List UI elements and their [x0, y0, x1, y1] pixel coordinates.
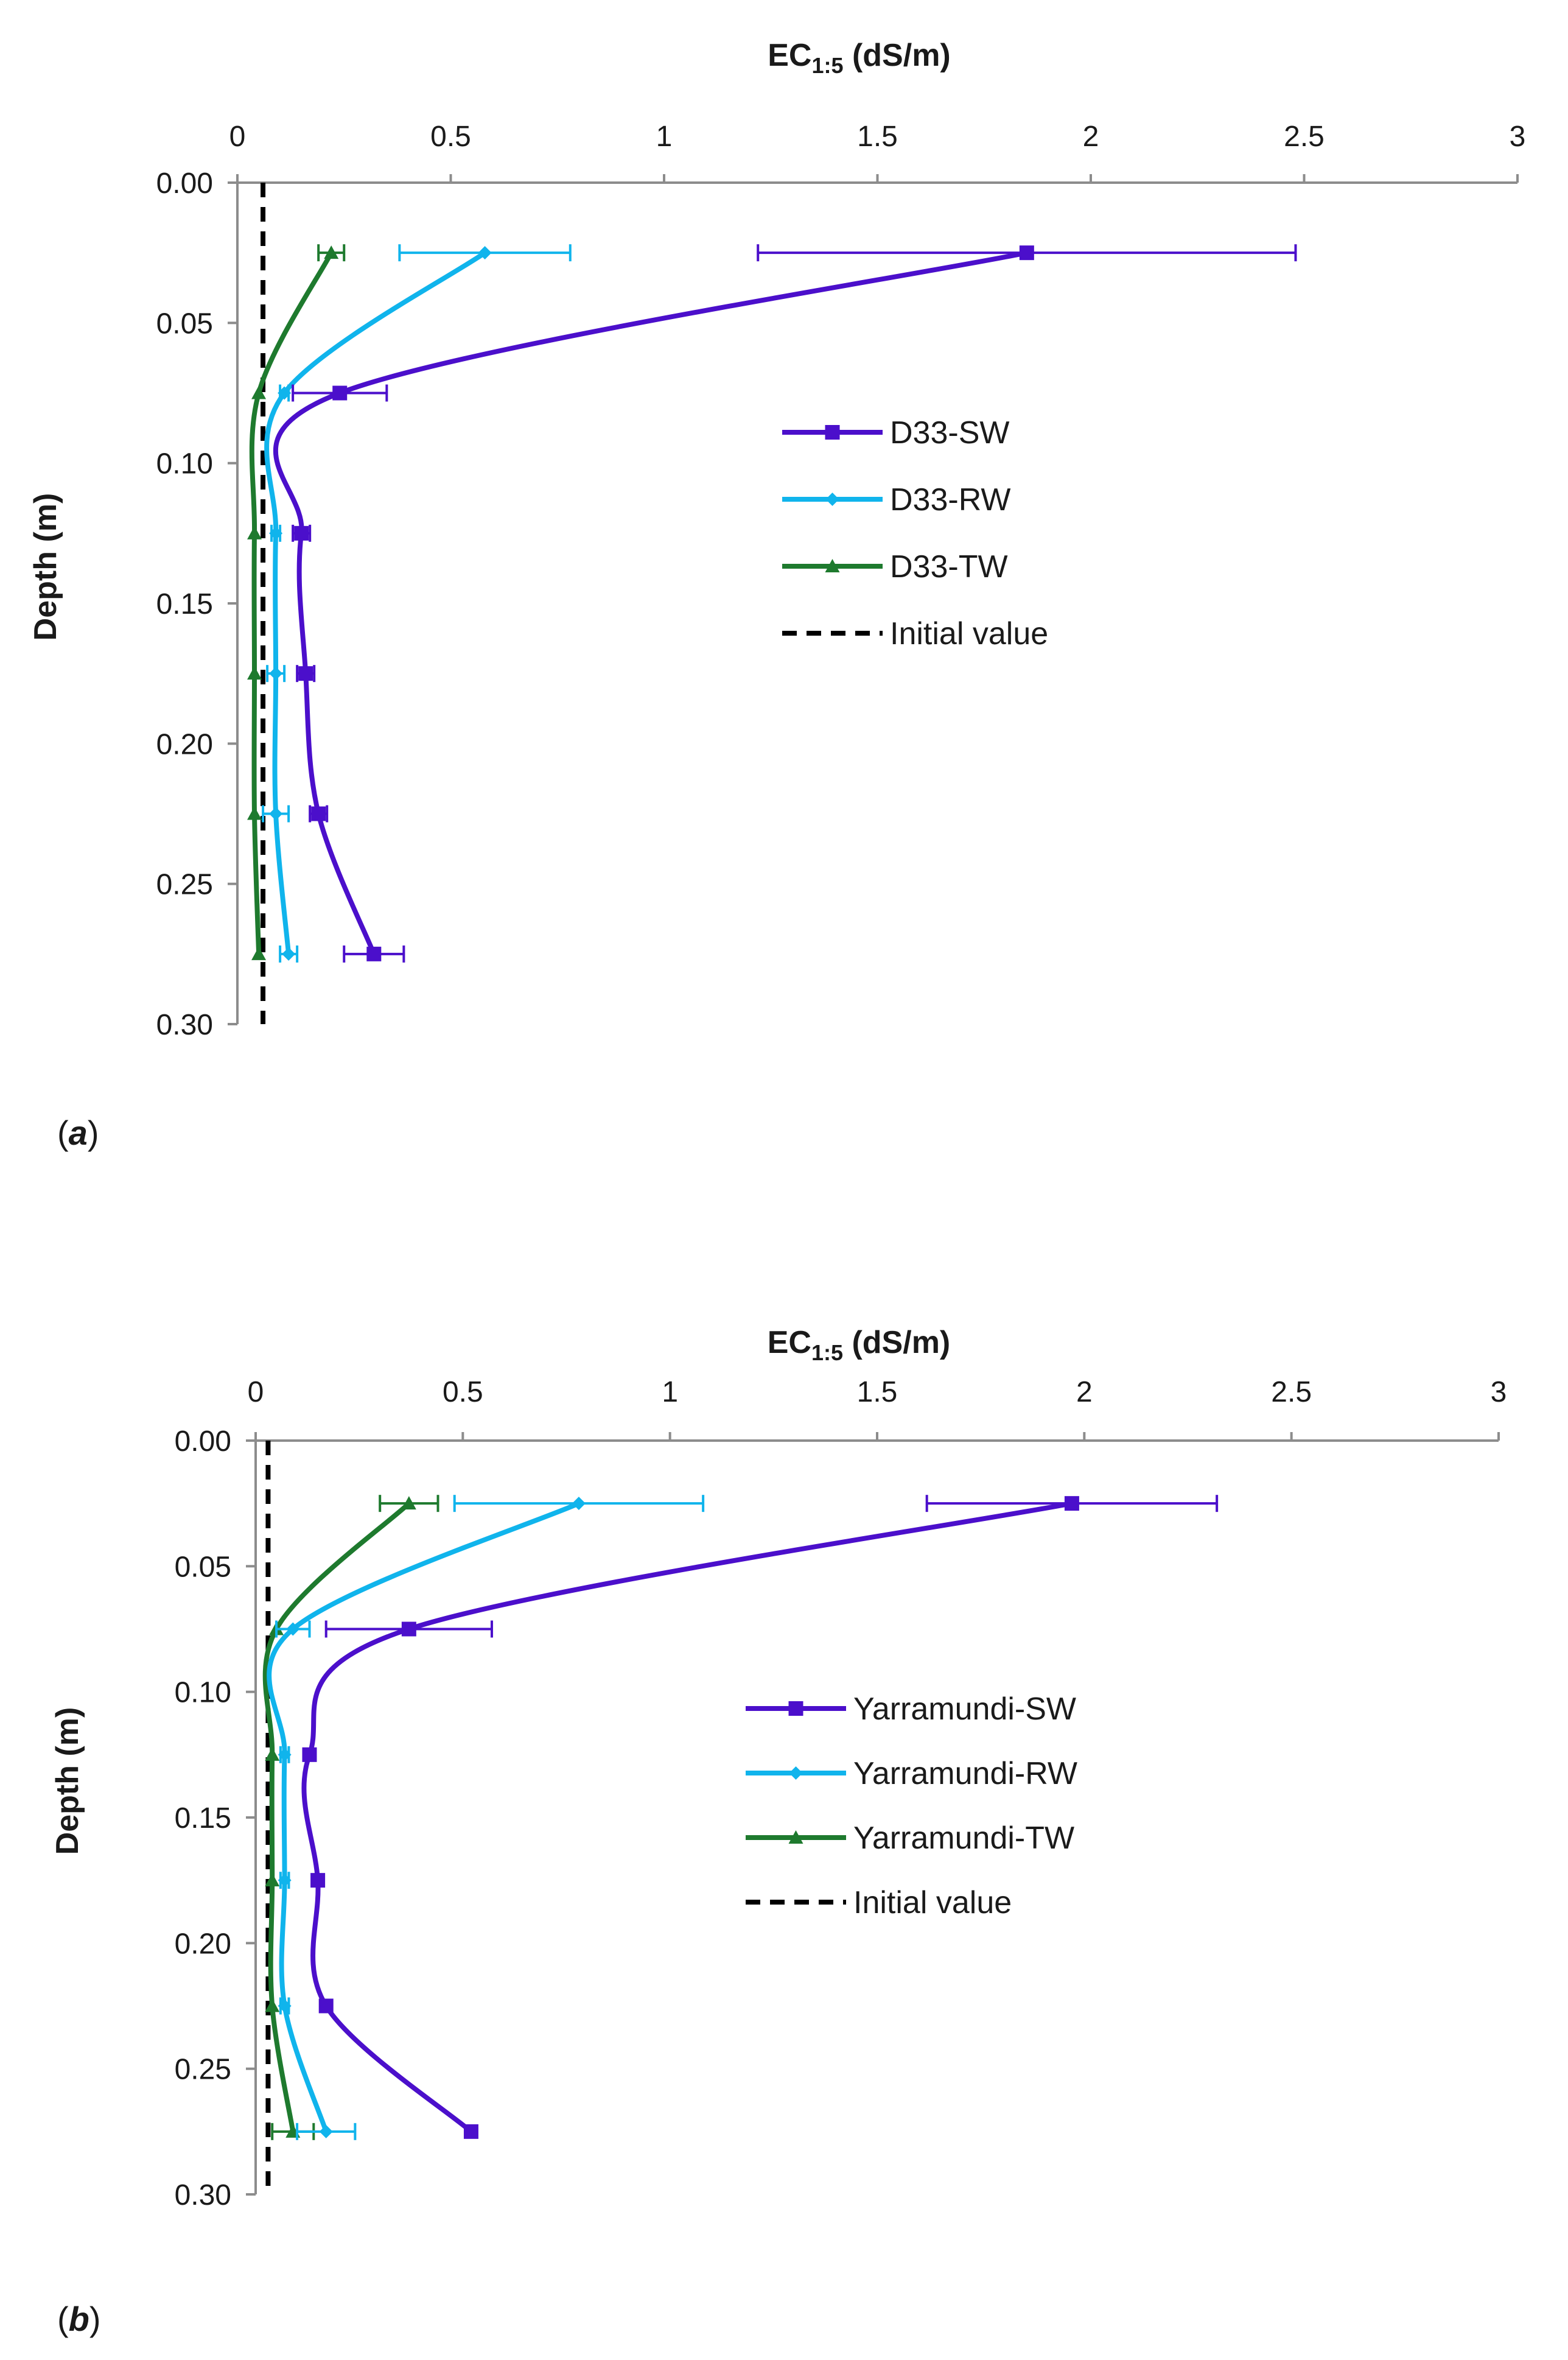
data-point	[251, 385, 267, 399]
data-point	[401, 1621, 416, 1637]
x-tick-label: 1	[656, 121, 673, 153]
y-tick-label: 0.20	[156, 728, 213, 760]
legend-marker	[825, 493, 839, 506]
y-tick-label: 0.20	[175, 1928, 231, 1960]
legend-label: Yarramundi-SW	[853, 1691, 1076, 1727]
series-D33-RW	[262, 244, 572, 963]
data-point	[1064, 1496, 1079, 1511]
legend-marker	[825, 559, 840, 572]
legend-marker	[825, 425, 840, 440]
series-line	[273, 250, 1027, 955]
y-tick-label: 0.05	[156, 307, 213, 340]
data-point	[247, 525, 262, 539]
legend-label: Initial value	[853, 1885, 1012, 1920]
legend-marker	[788, 1830, 803, 1844]
x-tick-label: 2.5	[1271, 1376, 1312, 1408]
data-point	[265, 1873, 280, 1887]
data-point	[265, 1998, 280, 2012]
y-tick-label: 0.15	[175, 1802, 231, 1835]
chart-panel-b: 0 0.5 1 1.5 2 2.5 3 0.00 0.05 0.10 0.15 0.20 0.25 0.3…	[50, 1325, 1507, 2338]
y-tick-label: 0.10	[156, 448, 213, 480]
y-axis-title: Depth (m)	[28, 493, 63, 641]
data-point	[278, 1999, 292, 2013]
legend-label: Yarramundi-TW	[853, 1821, 1074, 1856]
x-axis-title: EC1:5 (dS/m)	[768, 38, 951, 78]
data-point	[247, 666, 262, 680]
data-point	[572, 1497, 586, 1511]
data-point	[269, 667, 283, 681]
legend-marker	[789, 1766, 803, 1780]
x-tick-label: 0	[229, 121, 246, 153]
series-Yarramundi-TW	[262, 1495, 439, 2140]
y-tick-label: 0.25	[175, 2054, 231, 2086]
series-Yarramundi-SW	[301, 1495, 1219, 2139]
data-point	[265, 1747, 280, 1761]
x-tick-label: 3	[1491, 1376, 1507, 1408]
data-point	[278, 1874, 292, 1888]
x-tick-label: 1	[662, 1376, 678, 1408]
legend-label: D33-RW	[890, 482, 1010, 518]
x-tick-label: 2	[1083, 121, 1099, 153]
x-tick-label: 1.5	[857, 121, 898, 153]
y-tick-label: 0.10	[175, 1677, 231, 1709]
data-point	[366, 946, 382, 961]
legend-label: D33-SW	[890, 415, 1009, 451]
series-line	[301, 1501, 1073, 2133]
x-tick-label: 0.5	[430, 121, 471, 153]
data-point	[269, 526, 283, 540]
data-point	[302, 1747, 317, 1762]
data-point	[286, 1622, 300, 1636]
data-point	[278, 1747, 292, 1761]
x-tick-label: 1.5	[857, 1376, 898, 1408]
data-point	[251, 946, 267, 960]
data-point	[324, 245, 339, 259]
x-tick-label: 3	[1510, 121, 1526, 153]
x-tick-label: 2.5	[1284, 121, 1325, 153]
legend: D33-SW D33-RW D33-TW Initial value	[782, 415, 1048, 651]
legend-marker	[788, 1701, 803, 1716]
data-point	[269, 807, 283, 821]
legend-label: Yarramundi-RW	[853, 1756, 1077, 1791]
data-point	[294, 525, 309, 541]
series-line	[249, 251, 334, 954]
x-tick-label: 0.5	[443, 1376, 483, 1408]
y-tick-label: 0.00	[175, 1425, 231, 1458]
y-tick-label: 0.25	[156, 869, 213, 901]
data-point	[282, 947, 296, 961]
y-axis-title: Depth (m)	[50, 1707, 85, 1855]
panel-label: (b)	[57, 2300, 101, 2338]
panel-label: (a)	[57, 1114, 99, 1152]
legend-label: Initial value	[890, 616, 1048, 651]
data-point	[311, 806, 326, 821]
data-point	[401, 1496, 416, 1510]
data-point	[319, 2124, 333, 2138]
data-point	[278, 386, 292, 400]
x-tick-label: 0	[248, 1376, 264, 1408]
y-tick-label: 0.30	[156, 1009, 213, 1041]
y-tick-label: 0.00	[156, 167, 213, 200]
series-line	[262, 1501, 411, 2132]
series-line	[264, 250, 486, 955]
data-point	[1019, 245, 1034, 261]
data-point	[247, 806, 262, 820]
series-D33-SW	[273, 244, 1297, 963]
data-point	[478, 246, 492, 260]
series-D33-TW	[247, 244, 346, 960]
legend-label: D33-TW	[890, 549, 1008, 585]
x-tick-label: 2	[1076, 1376, 1093, 1408]
legend: Yarramundi-SW Yarramundi-RW Yarramundi-TW I…	[746, 1691, 1077, 1920]
series-Yarramundi-RW	[267, 1495, 705, 2140]
data-point	[463, 2124, 478, 2139]
x-axis-title: EC1:5 (dS/m)	[768, 1325, 951, 1365]
chart-panel-a: 0 0.5 1 1.5 2 2.5 3 0.00 0.05 0.10 0.15 0.20 0.25 0.3…	[28, 38, 1525, 1152]
data-point	[318, 1998, 334, 2014]
data-point	[332, 385, 348, 401]
data-point	[310, 1873, 326, 1888]
y-tick-label: 0.15	[156, 588, 213, 620]
data-point	[298, 666, 313, 681]
y-tick-label: 0.05	[175, 1551, 231, 1583]
y-tick-label: 0.30	[175, 2179, 231, 2211]
